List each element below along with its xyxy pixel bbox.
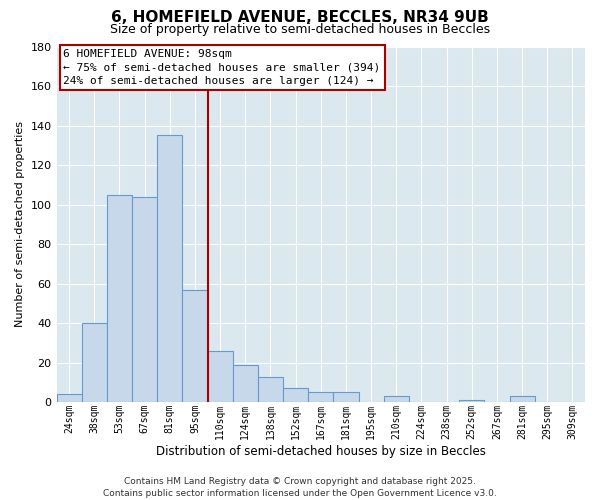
Text: 6 HOMEFIELD AVENUE: 98sqm
← 75% of semi-detached houses are smaller (394)
24% of: 6 HOMEFIELD AVENUE: 98sqm ← 75% of semi-…: [64, 50, 381, 86]
Y-axis label: Number of semi-detached properties: Number of semi-detached properties: [15, 122, 25, 328]
Bar: [509, 396, 535, 402]
Bar: [459, 400, 484, 402]
Bar: [182, 290, 208, 403]
Bar: [283, 388, 308, 402]
Bar: [82, 323, 107, 402]
Bar: [56, 394, 82, 402]
Bar: [107, 195, 132, 402]
Bar: [258, 376, 283, 402]
Bar: [132, 196, 157, 402]
Text: Size of property relative to semi-detached houses in Beccles: Size of property relative to semi-detach…: [110, 22, 490, 36]
Bar: [208, 351, 233, 403]
Bar: [334, 392, 359, 402]
Bar: [233, 364, 258, 403]
Bar: [383, 396, 409, 402]
Bar: [308, 392, 334, 402]
Text: 6, HOMEFIELD AVENUE, BECCLES, NR34 9UB: 6, HOMEFIELD AVENUE, BECCLES, NR34 9UB: [111, 10, 489, 25]
Text: Contains HM Land Registry data © Crown copyright and database right 2025.
Contai: Contains HM Land Registry data © Crown c…: [103, 476, 497, 498]
X-axis label: Distribution of semi-detached houses by size in Beccles: Distribution of semi-detached houses by …: [156, 444, 486, 458]
Bar: [157, 136, 182, 402]
